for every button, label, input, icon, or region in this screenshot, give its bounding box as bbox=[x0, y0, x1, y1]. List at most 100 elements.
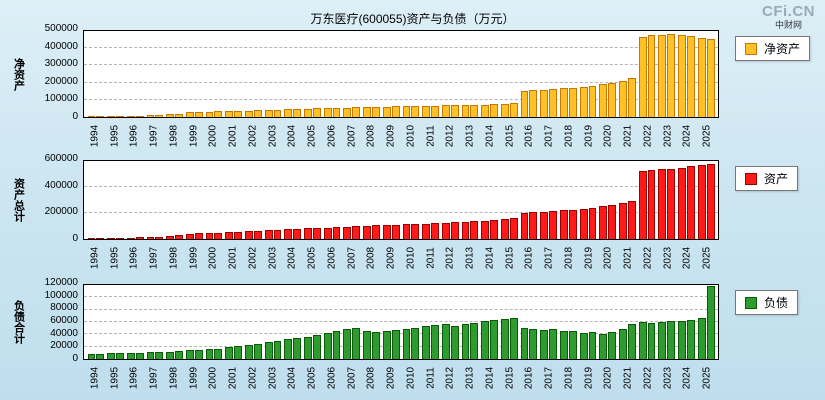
x-tick-label: 2000 bbox=[204, 360, 224, 395]
bar-group bbox=[362, 31, 382, 117]
x-tick-label: 2009 bbox=[381, 118, 401, 153]
chart-panel-net-assets: 净资产 0 100000 200000 300000 400000 500000 1994… bbox=[10, 24, 811, 153]
bar-group bbox=[618, 161, 638, 239]
bar bbox=[155, 351, 164, 359]
x-tick-label: 1996 bbox=[125, 240, 145, 275]
y-tick-label: 100000 bbox=[44, 289, 78, 301]
bar bbox=[411, 327, 420, 359]
x-tick-label: 2010 bbox=[401, 118, 421, 153]
bar bbox=[363, 331, 371, 359]
bar bbox=[627, 78, 636, 117]
bar bbox=[560, 210, 568, 239]
x-tick-label-text: 2009 bbox=[385, 366, 397, 389]
bar bbox=[126, 352, 135, 359]
x-tick-label-text: 1996 bbox=[128, 366, 140, 389]
bar bbox=[225, 232, 234, 239]
x-tick-label-text: 1997 bbox=[148, 246, 160, 269]
bar-group bbox=[86, 31, 106, 117]
y-axis-title: 资产总计 bbox=[12, 178, 25, 222]
bar bbox=[284, 109, 293, 117]
bar bbox=[658, 322, 667, 359]
x-tick-label: 2018 bbox=[559, 240, 579, 275]
y-tick-label: 400000 bbox=[44, 40, 78, 52]
y-tick-label: 40000 bbox=[50, 327, 78, 339]
bar-group bbox=[637, 285, 657, 359]
bar-group bbox=[322, 285, 342, 359]
x-tick-label-text: 2014 bbox=[484, 366, 496, 389]
x-tick-label: 2021 bbox=[618, 240, 638, 275]
x-tick-label: 1998 bbox=[164, 360, 184, 395]
bar-group bbox=[106, 161, 126, 239]
bar bbox=[185, 350, 194, 359]
x-tick-label-text: 1999 bbox=[188, 124, 200, 147]
x-tick-label: 1996 bbox=[125, 360, 145, 395]
bar bbox=[332, 331, 341, 359]
bar bbox=[579, 86, 588, 117]
bar-group bbox=[401, 31, 421, 117]
bar-group bbox=[421, 161, 441, 239]
bar bbox=[431, 105, 439, 117]
y-tick-label: 60000 bbox=[50, 315, 78, 326]
bar bbox=[225, 111, 234, 117]
bar-group bbox=[598, 161, 618, 239]
x-tick-label: 2017 bbox=[539, 118, 559, 153]
x-tick-label: 1997 bbox=[144, 240, 164, 275]
bar bbox=[205, 349, 214, 359]
x-tick-label-text: 2011 bbox=[425, 124, 437, 147]
x-tick-label-text: 2016 bbox=[523, 366, 535, 389]
x-tick-label: 2007 bbox=[342, 240, 362, 275]
bar-group bbox=[224, 161, 244, 239]
bar-group bbox=[86, 285, 106, 359]
bar-group bbox=[578, 285, 598, 359]
bar bbox=[461, 105, 470, 117]
x-tick-label-text: 2019 bbox=[583, 246, 595, 269]
legend-swatch bbox=[745, 296, 757, 309]
bar bbox=[87, 238, 96, 239]
x-tick-label: 2017 bbox=[539, 240, 559, 275]
bar bbox=[402, 328, 411, 359]
x-tick-label: 2011 bbox=[421, 240, 441, 275]
bar bbox=[686, 319, 695, 359]
bar-group bbox=[184, 161, 204, 239]
bar bbox=[87, 354, 96, 359]
bar-group bbox=[421, 31, 441, 117]
bar bbox=[481, 104, 490, 117]
bar-group bbox=[598, 285, 618, 359]
x-tick-label: 1999 bbox=[184, 360, 204, 395]
bar bbox=[234, 110, 242, 117]
x-tick-label: 2019 bbox=[579, 240, 599, 275]
x-tick-label: 2002 bbox=[243, 118, 263, 153]
x-tick-label: 2002 bbox=[243, 240, 263, 275]
bar-group bbox=[559, 161, 579, 239]
x-tick-label-text: 2003 bbox=[267, 124, 279, 147]
bar-group bbox=[342, 285, 362, 359]
x-tick-label-text: 2022 bbox=[642, 246, 654, 269]
x-tick-label-text: 2011 bbox=[425, 366, 437, 389]
x-tick-label-text: 2020 bbox=[602, 246, 614, 269]
y-tick-label: 400000 bbox=[44, 179, 78, 191]
bar bbox=[185, 112, 194, 117]
bar-group bbox=[657, 31, 677, 117]
bar-group bbox=[381, 285, 401, 359]
bar bbox=[568, 209, 577, 239]
bar-group bbox=[480, 31, 500, 117]
bar bbox=[312, 227, 321, 239]
gridline bbox=[84, 296, 718, 298]
bar-group bbox=[598, 31, 618, 117]
x-tick-label-text: 2018 bbox=[563, 124, 575, 147]
bar bbox=[627, 200, 636, 239]
x-tick-label-text: 2014 bbox=[484, 246, 496, 269]
x-tick-label-text: 2025 bbox=[701, 246, 713, 269]
x-tick-label: 2023 bbox=[658, 118, 678, 153]
bar bbox=[686, 166, 695, 239]
bar bbox=[343, 226, 352, 239]
bar bbox=[352, 226, 361, 239]
x-tick-label-text: 2016 bbox=[523, 124, 535, 147]
bar bbox=[619, 80, 627, 117]
bar-group bbox=[283, 161, 303, 239]
bar bbox=[529, 90, 538, 117]
bar bbox=[599, 334, 608, 359]
bar bbox=[264, 230, 273, 239]
bar bbox=[608, 204, 617, 239]
